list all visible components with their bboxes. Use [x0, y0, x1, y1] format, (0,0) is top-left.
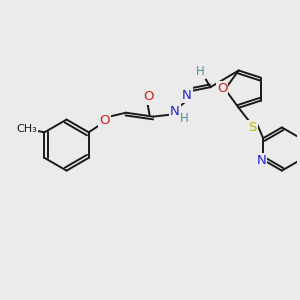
Text: N: N: [170, 105, 180, 118]
Text: N: N: [182, 88, 192, 101]
Text: O: O: [99, 114, 110, 127]
Text: S: S: [248, 121, 256, 134]
Text: CH₃: CH₃: [16, 124, 37, 134]
Text: O: O: [217, 82, 227, 95]
Text: O: O: [143, 91, 154, 103]
Text: H: H: [179, 112, 188, 125]
Text: N: N: [256, 154, 266, 167]
Text: H: H: [196, 65, 205, 78]
